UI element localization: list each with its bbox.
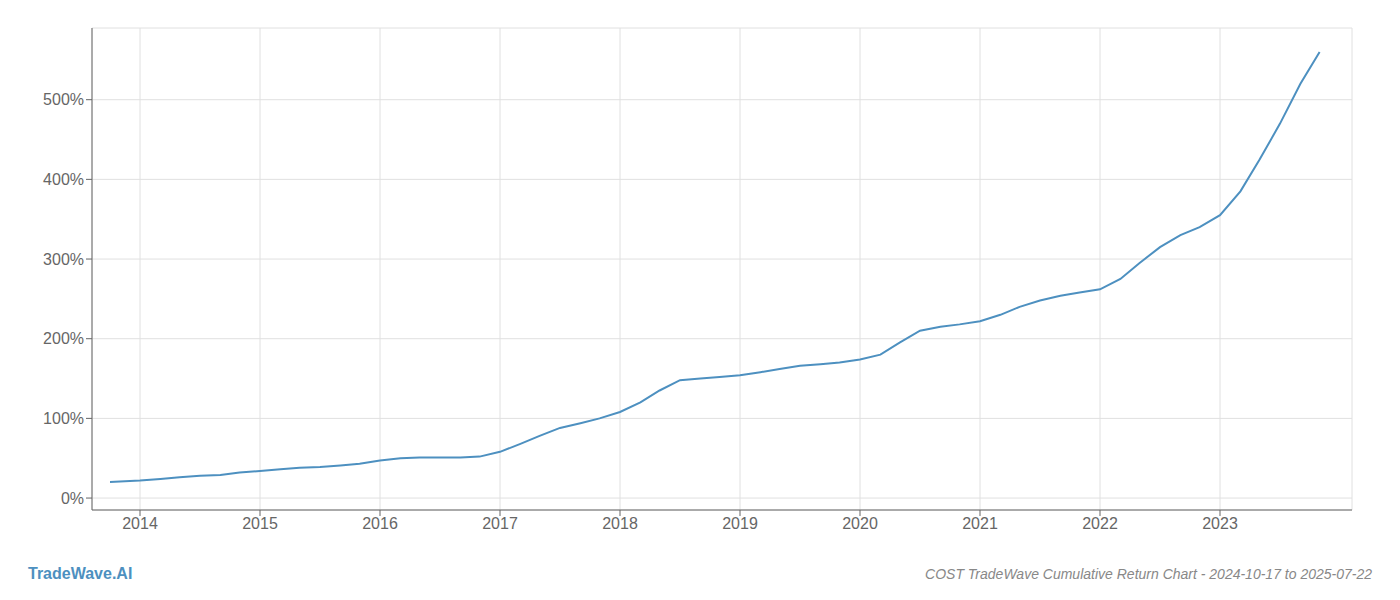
svg-text:0%: 0% xyxy=(61,490,84,507)
svg-text:2017: 2017 xyxy=(482,515,518,532)
html-text:COST TradeWave Cumulative Retu: COST TradeWave Cumulative Return Chart -… xyxy=(925,566,1372,582)
svg-text:2022: 2022 xyxy=(1082,515,1118,532)
svg-text:2016: 2016 xyxy=(362,515,398,532)
svg-text:2021: 2021 xyxy=(962,515,998,532)
svg-text:2023: 2023 xyxy=(1202,515,1238,532)
svg-text:2020: 2020 xyxy=(842,515,878,532)
svg-text:400%: 400% xyxy=(43,171,84,188)
svg-text:2015: 2015 xyxy=(242,515,278,532)
html-text:TradeWave.AI: TradeWave.AI xyxy=(28,565,133,582)
svg-text:2019: 2019 xyxy=(722,515,758,532)
svg-text:500%: 500% xyxy=(43,91,84,108)
svg-text:2014: 2014 xyxy=(122,515,158,532)
svg-text:300%: 300% xyxy=(43,251,84,268)
svg-text:200%: 200% xyxy=(43,330,84,347)
svg-text:100%: 100% xyxy=(43,410,84,427)
svg-text:2018: 2018 xyxy=(602,515,638,532)
